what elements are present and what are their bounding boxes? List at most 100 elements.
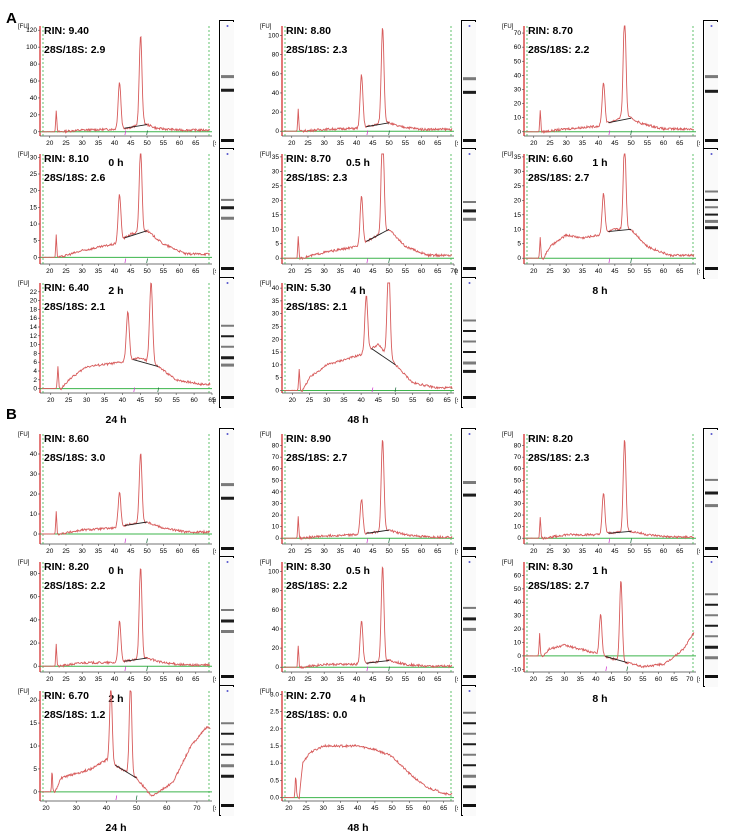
- gel-band: [463, 732, 476, 735]
- plot-area: [FU] 0 20 40 60 80 100 20 25 30 35 40 45 50 55 60 65 [s] /…: [260, 560, 458, 683]
- trace-line: [283, 440, 453, 541]
- y-tick-label: 10: [272, 226, 280, 233]
- electropherogram-b-0h: [FU] 0 10 20 30 40 20 25 30 35 40 45 50 55 60 65 [s] / / RI…: [16, 428, 244, 583]
- y-tick-label: 40: [30, 451, 38, 458]
- rin-value: RIN: 8.30: [286, 561, 331, 573]
- gel-image: [463, 687, 476, 816]
- y-tick-label: 0: [517, 255, 521, 262]
- gel-well: [226, 561, 229, 563]
- x-tick-label: 25: [546, 268, 554, 275]
- gel-marker-band: [221, 675, 234, 678]
- x-tick-label: 40: [353, 548, 361, 555]
- y-tick-label: 30: [30, 471, 38, 478]
- ratio-value: 28S/18S: 3.0: [44, 452, 106, 464]
- gel-image: [463, 150, 476, 279]
- y-tick-label: -10: [512, 666, 522, 673]
- x-tick-label: 65: [676, 140, 684, 147]
- x-tick-label: 20: [288, 268, 296, 275]
- gel-lane: [219, 277, 234, 408]
- x-tick-label: 25: [304, 548, 312, 555]
- 28s-marker: /: [146, 131, 148, 137]
- 18s-marker: /: [367, 131, 369, 137]
- x-tick-label: 25: [304, 268, 312, 275]
- rin-label: RIN: 6.60 28S/18S: 2.7: [528, 150, 589, 188]
- gel-band: [463, 481, 476, 484]
- x-tick-label: 35: [337, 548, 345, 555]
- y-tick-label: 0: [33, 129, 37, 136]
- x-tick-label: 25: [65, 397, 73, 404]
- x-tick-label: 45: [127, 548, 135, 555]
- trace-line: [41, 282, 211, 391]
- gel-well: [226, 282, 229, 284]
- gel-band: [705, 491, 718, 495]
- rin-value: RIN: 8.30: [528, 561, 573, 573]
- ratio-value: 28S/18S: 2.3: [286, 172, 348, 184]
- gel-band: [705, 198, 718, 201]
- x-tick-label: 35: [95, 676, 103, 683]
- x-tick-label: 65: [676, 548, 684, 555]
- y-tick-label: 20: [30, 697, 38, 704]
- timepoint-caption: 48 h: [347, 414, 369, 426]
- trace-line: [41, 153, 210, 259]
- electropherogram-a-8h: [FU] 0 5 10 15 20 25 30 35 20 25 30 35 40 45 50 55 60 65 [s…: [500, 148, 728, 303]
- gel-lane: [219, 556, 234, 687]
- x-tick-label: 35: [579, 140, 587, 147]
- trace-line: [283, 282, 453, 393]
- x-tick-label: 45: [137, 397, 145, 404]
- 28s-marker: /: [388, 667, 390, 673]
- gel-image: [221, 558, 234, 687]
- rrna-baseline: [608, 117, 632, 124]
- x-tick-label: 45: [611, 268, 619, 275]
- gel-band: [705, 603, 718, 606]
- x-tick-label: 45: [369, 140, 377, 147]
- y-tick-label: 14: [30, 324, 38, 331]
- x-tick-label: 65: [434, 676, 442, 683]
- x-tick-label: 45: [127, 140, 135, 147]
- x-tick-label: 55: [402, 268, 410, 275]
- x-unit: [s]: [455, 140, 458, 147]
- x-tick-label: 60: [660, 140, 668, 147]
- trace-line: [525, 153, 695, 261]
- x-tick-label: 20: [46, 140, 54, 147]
- y-unit: [FU]: [260, 281, 272, 287]
- x-tick-label: 35: [95, 140, 103, 147]
- gel-band: [221, 324, 234, 327]
- x-tick-label: 30: [79, 140, 87, 147]
- y-tick-label: 1.5: [270, 743, 279, 750]
- y-tick-label: 20: [272, 512, 280, 519]
- gel-background: [463, 558, 476, 687]
- gel-band: [463, 340, 476, 343]
- y-unit: [FU]: [260, 24, 272, 30]
- rrna-baseline: [371, 348, 396, 366]
- y-tick-label: 16: [30, 315, 38, 322]
- x-tick-label: 50: [143, 676, 151, 683]
- y-tick-label: 20: [272, 109, 280, 116]
- x-unit: [s]: [455, 676, 458, 683]
- gel-band: [463, 764, 476, 767]
- gel-background: [221, 687, 234, 816]
- plot-area: [FU] 0 20 40 60 80 100 20 25 30 35 40 45 50 55 60 65 [s] /…: [260, 24, 458, 147]
- 28s-marker: /: [626, 667, 628, 673]
- x-tick-label: 40: [595, 140, 603, 147]
- y-tick-label: 35: [514, 154, 522, 161]
- y-tick-label: 35: [272, 298, 280, 305]
- rrna-baseline: [608, 530, 632, 534]
- x-tick-label: 30: [79, 548, 87, 555]
- rin-value: RIN: 8.20: [528, 433, 573, 445]
- 18s-marker: /: [125, 539, 127, 545]
- rin-label: RIN: 8.30 28S/18S: 2.7: [528, 558, 589, 596]
- x-tick-label: 45: [369, 548, 377, 555]
- y-tick-label: 20: [514, 197, 522, 204]
- x-tick-label: 25: [302, 805, 310, 812]
- gel-marker-band: [705, 675, 718, 678]
- gel-marker-band: [221, 139, 234, 142]
- gel-band: [463, 493, 476, 497]
- x-tick-label: 50: [143, 268, 151, 275]
- rin-label: RIN: 8.20 28S/18S: 2.2: [44, 558, 105, 596]
- x-tick-label: 65: [444, 397, 452, 404]
- y-tick-label: 40: [272, 285, 280, 292]
- plot-area: [FU] 0 10 20 30 40 20 25 30 35 40 45 50 55 60 65 [s] / /: [18, 432, 216, 555]
- x-tick-label: 25: [545, 676, 553, 683]
- 28s-marker: /: [146, 259, 148, 265]
